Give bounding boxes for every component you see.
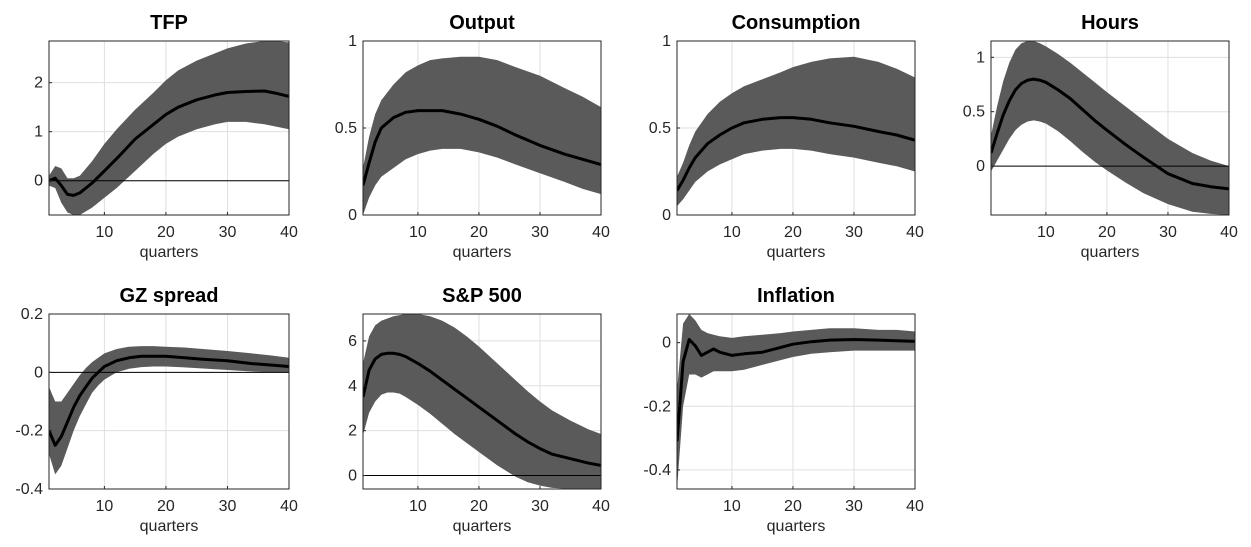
- panel-title: GZ spread: [120, 285, 219, 307]
- panel-title: TFP: [150, 12, 188, 34]
- y-tick-label: 0.5: [335, 120, 357, 137]
- x-tick-label: 20: [784, 498, 802, 515]
- y-tick-label: 0: [348, 468, 357, 485]
- panel-s-p-500: 10 20 30 40 0 2 4 6 S&P 500 quarters: [348, 285, 610, 535]
- y-tick-label: 1: [34, 124, 43, 141]
- confidence-band: [991, 41, 1229, 215]
- x-tick-label: 30: [531, 498, 549, 515]
- y-tick-label: 0: [662, 207, 671, 224]
- y-tick-label: 0: [976, 158, 985, 175]
- response-line: [49, 354, 289, 447]
- axes-box: [990, 40, 1230, 216]
- x-tick-label: 40: [1220, 224, 1238, 241]
- y-tick-label: -0.4: [15, 481, 43, 498]
- response-line: [677, 116, 915, 192]
- panel-title: Consumption: [732, 12, 861, 34]
- panel-output: 10 20 30 40 0 0.5 1 Output quarters: [335, 12, 610, 261]
- y-tick-label: 1: [976, 49, 985, 66]
- response-line: [991, 77, 1229, 191]
- response-line: [363, 351, 601, 467]
- panel-hours: 10 20 30 40 0 0.5 1 Hours quarters: [963, 12, 1238, 261]
- confidence-band: [363, 314, 601, 489]
- y-tick-label: 4: [348, 378, 357, 395]
- x-tick-label: 10: [409, 498, 427, 515]
- panel-title: S&P 500: [442, 285, 522, 307]
- x-tick-label: 40: [280, 498, 298, 515]
- y-tick-label: 0.5: [649, 120, 671, 137]
- x-tick-label: 10: [95, 498, 113, 515]
- panel-tfp: 10 20 30 40 0 1 2 TFP quarters: [34, 12, 298, 261]
- axes-box: [362, 313, 602, 490]
- x-axis-label: quarters: [1081, 244, 1140, 261]
- y-tick-label: 0: [662, 335, 671, 352]
- panel-title: Inflation: [757, 285, 835, 307]
- y-tick-label: 0: [34, 173, 43, 190]
- x-tick-label: 40: [280, 224, 298, 241]
- x-tick-label: 20: [157, 498, 175, 515]
- x-tick-label: 30: [219, 498, 237, 515]
- panel-inflation: 10 20 30 40 -0.4 -0.2 0 Inflation quarters: [643, 285, 924, 535]
- x-tick-label: 10: [1037, 224, 1055, 241]
- x-axis-label: quarters: [767, 244, 826, 261]
- axes-box: [48, 40, 290, 216]
- y-tick-label: 1: [662, 33, 671, 50]
- confidence-band: [363, 56, 601, 215]
- y-tick-label: 2: [34, 75, 43, 92]
- response-line: [363, 109, 601, 186]
- response-line: [677, 338, 915, 442]
- y-tick-label: 0.2: [21, 306, 43, 323]
- axes-box: [48, 313, 290, 490]
- x-tick-label: 30: [219, 224, 237, 241]
- y-tick-label: 0: [348, 207, 357, 224]
- response-line: [49, 89, 289, 197]
- x-tick-label: 30: [845, 498, 863, 515]
- confidence-band: [677, 56, 915, 207]
- panel-consumption: 10 20 30 40 0 0.5 1 Consumption quarters: [649, 12, 924, 261]
- x-axis-label: quarters: [767, 518, 826, 535]
- panel-title: Hours: [1081, 12, 1139, 34]
- x-axis-label: quarters: [140, 518, 199, 535]
- y-tick-label: 0.5: [963, 104, 985, 121]
- x-tick-label: 10: [95, 224, 113, 241]
- x-tick-label: 30: [531, 224, 549, 241]
- confidence-band: [49, 346, 289, 475]
- confidence-band: [49, 41, 289, 215]
- x-tick-label: 20: [470, 224, 488, 241]
- x-tick-label: 40: [592, 498, 610, 515]
- x-tick-label: 40: [906, 498, 924, 515]
- x-tick-label: 40: [906, 224, 924, 241]
- x-tick-label: 10: [723, 498, 741, 515]
- x-tick-label: 20: [157, 224, 175, 241]
- x-axis-label: quarters: [453, 518, 512, 535]
- panel-title: Output: [449, 12, 515, 34]
- y-tick-label: 1: [348, 33, 357, 50]
- y-tick-label: -0.2: [15, 423, 43, 440]
- x-tick-label: 30: [845, 224, 863, 241]
- x-tick-label: 10: [409, 224, 427, 241]
- confidence-band: [677, 314, 915, 489]
- x-tick-label: 20: [784, 224, 802, 241]
- y-tick-label: 2: [348, 423, 357, 440]
- panel-gz-spread: 10 20 30 40 -0.4 -0.2 0 0.2 GZ spread quarters: [15, 285, 298, 535]
- x-axis-label: quarters: [453, 244, 512, 261]
- x-tick-label: 20: [470, 498, 488, 515]
- x-axis-label: quarters: [140, 244, 199, 261]
- y-tick-label: -0.2: [643, 398, 671, 415]
- y-tick-label: -0.4: [643, 462, 671, 479]
- y-tick-label: 0: [34, 364, 43, 381]
- x-tick-label: 20: [1098, 224, 1116, 241]
- x-tick-label: 30: [1159, 224, 1177, 241]
- y-tick-label: 6: [348, 333, 357, 350]
- axes-box: [676, 313, 916, 490]
- x-tick-label: 10: [723, 224, 741, 241]
- x-tick-label: 40: [592, 224, 610, 241]
